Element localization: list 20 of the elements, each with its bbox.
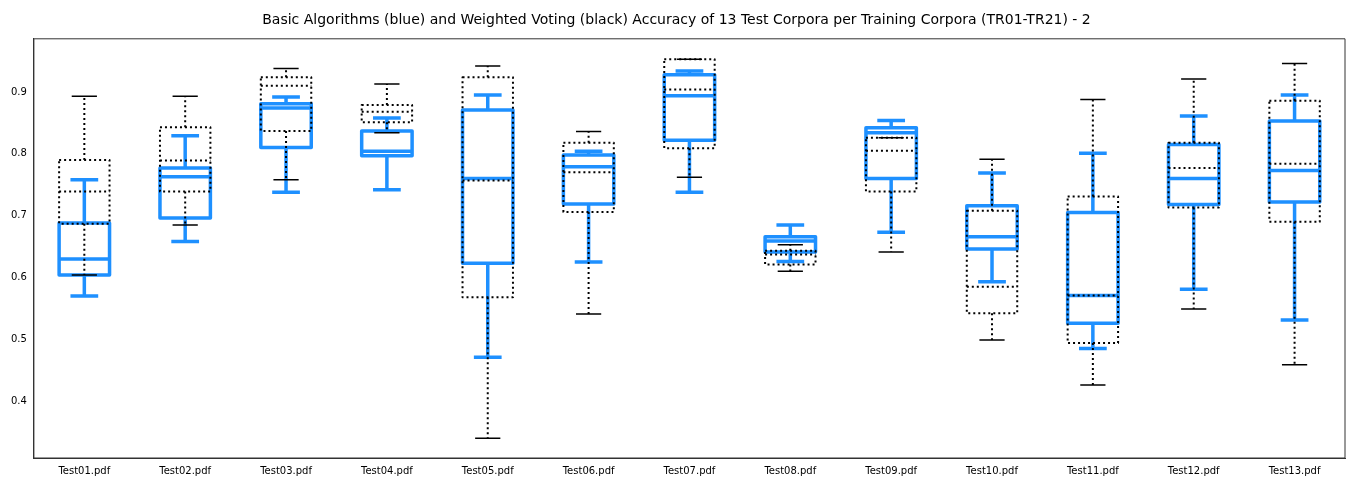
x-tick-label: Test06.pdf bbox=[561, 464, 615, 476]
y-tick-label: 0.7 bbox=[11, 209, 27, 221]
y-tick-label: 0.4 bbox=[11, 394, 27, 406]
x-tick-label: Test13.pdf bbox=[1267, 464, 1321, 476]
x-tick-label: Test01.pdf bbox=[57, 464, 111, 476]
x-tick-label: Test04.pdf bbox=[359, 464, 414, 476]
y-tick-label: 0.9 bbox=[11, 85, 27, 97]
y-tick-label: 0.8 bbox=[11, 147, 27, 159]
y-tick-label: 0.6 bbox=[11, 271, 27, 283]
x-tick-label: Test09.pdf bbox=[864, 464, 918, 476]
x-tick-label: Test05.pdf bbox=[460, 464, 515, 476]
chart-title: Basic Algorithms (blue) and Weighted Voting (black) Accuracy of 13 Test Corpora per Training Corpora (TR01-TR21) - 2 bbox=[262, 11, 1091, 28]
x-tick-label: Test08.pdf bbox=[763, 464, 817, 476]
x-tick-label: Test11.pdf bbox=[1065, 464, 1120, 476]
x-tick-label: Test10.pdf bbox=[965, 464, 1019, 476]
x-tick-label: Test12.pdf bbox=[1166, 464, 1221, 476]
x-tick-label: Test02.pdf bbox=[158, 464, 212, 476]
x-tick-label: Test03.pdf bbox=[259, 464, 313, 476]
y-tick-label: 0.5 bbox=[11, 332, 27, 344]
x-tick-label: Test07.pdf bbox=[662, 464, 716, 476]
